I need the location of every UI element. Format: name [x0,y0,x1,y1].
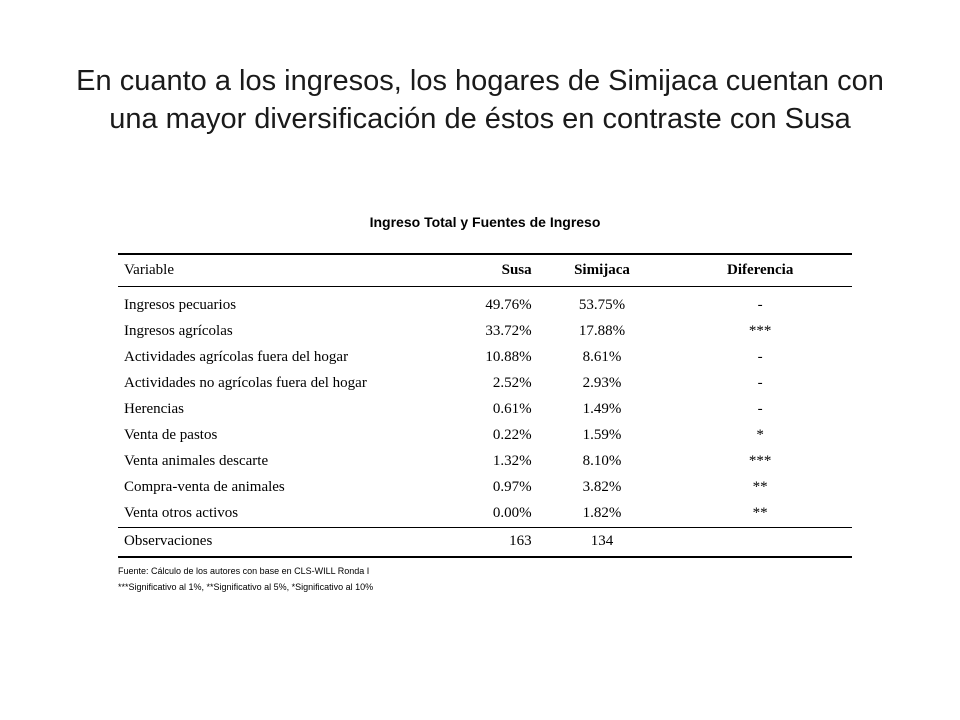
cell-susa: 2.52% [492,375,532,391]
cell-diferencia: - [757,297,763,313]
cell-simijaca: 1.82% [582,505,622,521]
cell-susa: 1.32% [492,453,532,469]
table-header-row: Variable Susa Simijaca Diferencia [118,253,852,287]
cell-susa: 0.61% [492,401,532,417]
significance-note: ***Significativo al 1%, **Significativo … [118,582,374,592]
cell-variable: Ingresos agrícolas [124,323,233,339]
table-row: Venta de pastos 0.22% 1.59% * [118,423,852,449]
cell-susa: 0.97% [492,479,532,495]
cell-diferencia: ** [752,479,768,495]
cell-variable: Actividades no agrícolas fuera del hogar [124,375,367,391]
slide-title-line-2: una mayor diversificación de éstos en co… [109,103,851,135]
cell-susa: 10.88% [485,349,532,365]
table-row: Herencias 0.61% 1.49% - [118,397,852,423]
cell-simijaca: 53.75% [578,297,626,313]
table-notes: Fuente: Cálculo de los autores con base … [118,563,373,595]
cell-simijaca: 8.61% [582,349,622,365]
table-row: Actividades no agrícolas fuera del hogar… [118,371,852,397]
cell-variable: Actividades agrícolas fuera del hogar [124,349,349,365]
cell-observations-susa: 163 [431,526,536,558]
cell-simijaca: 2.93% [582,375,622,391]
income-sources-table: Variable Susa Simijaca Diferencia Ingres… [118,253,852,558]
table-row: Actividades agrícolas fuera del hogar 10… [118,345,852,371]
table-row: Venta animales descarte 1.32% 8.10% *** [118,449,852,475]
cell-susa: 0.00% [492,505,532,521]
cell-simijaca: 1.59% [582,427,622,443]
slide-title: En cuanto a los ingresos, los hogares de… [40,62,920,138]
table-row: Ingresos pecuarios 49.76% 53.75% - [118,286,852,319]
cell-variable: Compra-venta de animales [124,479,285,495]
slide-title-line-1: En cuanto a los ingresos, los hogares de… [76,65,884,97]
header-variable: Variable [118,253,432,287]
cell-variable: Ingresos pecuarios [124,297,237,313]
cell-variable: Herencias [124,401,184,417]
cell-susa: 0.22% [492,427,532,443]
cell-simijaca: 3.82% [582,479,622,495]
cell-diferencia: - [757,375,763,391]
header-diferencia: Diferencia [668,253,852,287]
cell-diferencia: * [756,427,764,443]
observations-row: Observaciones 163 134 [118,526,852,558]
cell-susa: 33.72% [485,323,532,339]
table-row: Venta otros activos 0.00% 1.82% ** [118,501,852,528]
cell-variable: Venta animales descarte [124,453,269,469]
cell-variable: Venta de pastos [124,427,218,443]
cell-diferencia: - [757,401,763,417]
cell-simijaca: 8.10% [582,453,622,469]
cell-diferencia: *** [748,453,772,469]
cell-variable: Venta otros activos [124,505,239,521]
cell-observations-diferencia [668,526,852,558]
header-susa: Susa [431,253,536,287]
table-row: Ingresos agrícolas 33.72% 17.88% *** [118,319,852,345]
cell-simijaca: 1.49% [582,401,622,417]
table-caption: Ingreso Total y Fuentes de Ingreso [369,214,601,230]
cell-diferencia: *** [748,323,772,339]
cell-susa: 49.76% [485,297,532,313]
cell-diferencia: - [757,349,763,365]
cell-simijaca: 17.88% [578,323,626,339]
table-row: Compra-venta de animales 0.97% 3.82% ** [118,475,852,501]
source-note: Fuente: Cálculo de los autores con base … [118,566,370,576]
cell-observations-simijaca: 134 [535,526,669,558]
header-simijaca: Simijaca [535,253,669,287]
cell-observations-label: Observaciones [118,526,432,558]
cell-diferencia: ** [752,505,768,521]
